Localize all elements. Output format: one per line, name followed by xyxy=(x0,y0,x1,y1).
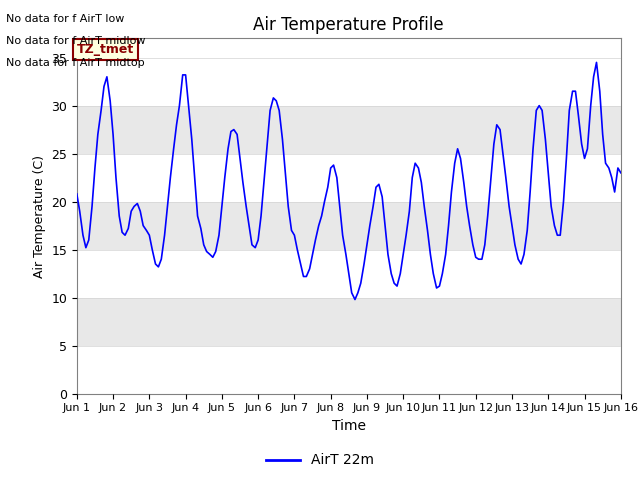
Bar xyxy=(77,154,621,202)
Bar xyxy=(77,106,621,154)
Bar xyxy=(77,250,621,298)
Text: No data for f AirT midlow: No data for f AirT midlow xyxy=(6,36,146,46)
Y-axis label: Air Temperature (C): Air Temperature (C) xyxy=(33,155,45,277)
Text: No data for f AirT low: No data for f AirT low xyxy=(6,14,125,24)
Legend: AirT 22m: AirT 22m xyxy=(260,448,380,473)
Bar xyxy=(77,58,621,106)
Text: TZ_tmet: TZ_tmet xyxy=(77,43,134,56)
X-axis label: Time: Time xyxy=(332,419,366,433)
Bar xyxy=(77,202,621,250)
Bar xyxy=(77,298,621,346)
Bar xyxy=(77,346,621,394)
Title: Air Temperature Profile: Air Temperature Profile xyxy=(253,16,444,34)
Text: No data for f AirT midtop: No data for f AirT midtop xyxy=(6,58,145,68)
